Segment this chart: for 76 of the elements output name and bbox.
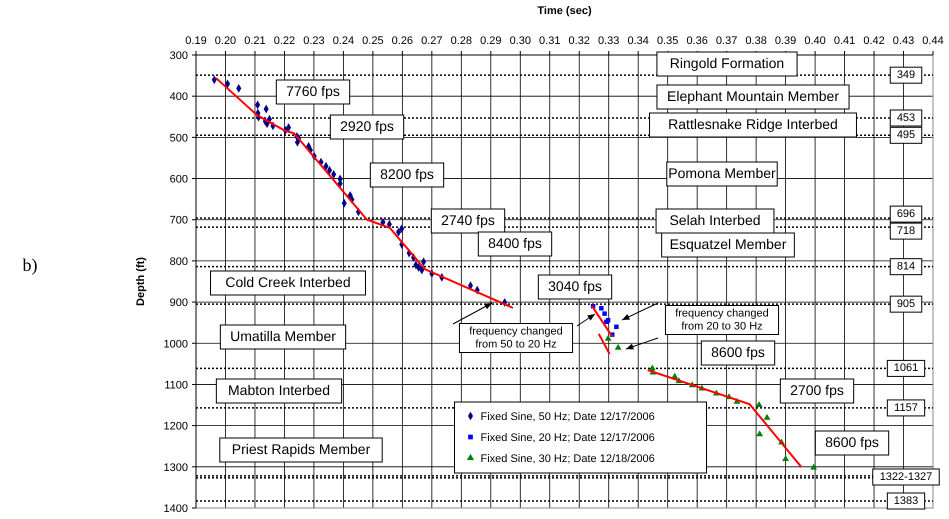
annotation: Rattlesnake Ridge Interbed — [668, 116, 838, 132]
x-tick-label: 0.35 — [656, 35, 678, 47]
y-tick-label: 1300 — [164, 462, 188, 474]
text: b) — [22, 255, 38, 275]
annotation: Esquatzel Member — [670, 236, 787, 252]
x-tick-label: 0.37 — [716, 35, 738, 47]
x-tick-label: 0.39 — [774, 35, 796, 47]
annotation: 1322-1327 — [880, 470, 932, 483]
legend-label: Fixed Sine, 20 Hz; Date 12/17/2006 — [480, 432, 655, 444]
x-tick-label: 0.33 — [598, 35, 620, 47]
y-tick-label: 1200 — [164, 420, 188, 433]
legend-label: Fixed Sine, 50 Hz; Date 12/17/2006 — [480, 411, 655, 423]
x-tick-label: 0.26 — [392, 35, 414, 47]
annotation: 8600 fps — [711, 344, 765, 360]
ref-line-label: 905 — [896, 298, 916, 310]
ref-line-label: 349 — [896, 69, 916, 82]
ref-line-label: 1061 — [894, 362, 918, 374]
x-tick-label: 0.40 — [804, 35, 826, 47]
y-tick-label: 1100 — [164, 379, 188, 392]
x-tick-label: 0.25 — [362, 35, 384, 47]
annotation: Pomona Member — [668, 164, 776, 181]
y-tick-label: 800 — [170, 256, 188, 268]
annotation: 8200 fps — [380, 166, 434, 182]
annotation: 2740 fps — [441, 212, 495, 228]
x-tick-label: 0.23 — [303, 35, 325, 47]
legend-label: Fixed Sine, 30 Hz; Date 12/18/2006 — [480, 453, 655, 465]
annotation: Selah Interbed — [669, 212, 761, 228]
annotation: Umatilla Member — [230, 328, 336, 344]
x-tick-label: 0.34 — [627, 35, 649, 47]
annotation: Priest Rapids Member — [232, 440, 371, 457]
x-tick-label: 0.30 — [510, 35, 531, 47]
x-tick-label: 0.27 — [421, 35, 443, 47]
x-tick-label: 0.41 — [834, 35, 856, 47]
ref-line-label: 718 — [896, 224, 916, 237]
annotation: Cold Creek Interbed — [225, 274, 351, 290]
x-tick-label: 0.38 — [745, 35, 767, 47]
x-tick-label: 0.44 — [922, 35, 944, 47]
annotation: Ringold Formation — [670, 54, 784, 71]
annotation: frequency changed from 20 to 30 Hz — [675, 307, 769, 332]
annotation: 2700 fps — [790, 382, 844, 398]
x-tick-label: 0.22 — [274, 35, 296, 47]
x-tick-label: 0.43 — [892, 35, 914, 47]
y-axis-title: Depth (ft) — [135, 256, 147, 306]
x-tick-label: 0.42 — [863, 35, 885, 47]
ref-line-label: 814 — [896, 260, 916, 273]
y-tick-label: 500 — [170, 132, 188, 144]
ref-line-label: 495 — [896, 129, 916, 142]
y-tick-label: 300 — [170, 50, 188, 62]
annotation: Mabton Interbed — [228, 382, 330, 398]
annotation: 8600 fps — [825, 434, 879, 450]
x-tick-label: 0.29 — [480, 35, 502, 47]
annotation: Elephant Mountain Member — [667, 88, 840, 104]
y-tick-label: 400 — [170, 91, 188, 104]
x-tick-label: 0.24 — [332, 35, 354, 47]
x-tick-label: 0.20 — [214, 35, 236, 47]
ref-line-label: 696 — [896, 208, 916, 220]
y-tick-label: 600 — [170, 174, 188, 186]
y-tick-label: 700 — [170, 214, 188, 227]
x-tick-label: 0.19 — [185, 35, 207, 47]
ref-line-label: 1383 — [894, 494, 918, 507]
annotation: 7760 fps — [286, 82, 340, 99]
y-tick-label: 1000 — [164, 338, 188, 350]
ref-line-label: 453 — [896, 112, 916, 124]
annotation: 2920 fps — [340, 118, 394, 134]
x-tick-label: 0.28 — [450, 35, 472, 47]
ref-line-label: 1157 — [894, 402, 918, 414]
x-tick-label: 0.31 — [539, 35, 560, 47]
x-axis-title: Time (sec) — [537, 5, 592, 17]
annotation: 3040 fps — [548, 278, 602, 294]
x-tick-label: 0.32 — [568, 35, 590, 47]
x-tick-label: 0.21 — [244, 35, 266, 47]
x-tick-label: 0.36 — [686, 35, 708, 47]
annotation: frequency changed from 50 to 20 Hz — [469, 325, 563, 350]
annotation: 8400 fps — [488, 234, 542, 251]
y-tick-label: 1400 — [164, 503, 188, 515]
y-tick-label: 900 — [170, 297, 188, 310]
